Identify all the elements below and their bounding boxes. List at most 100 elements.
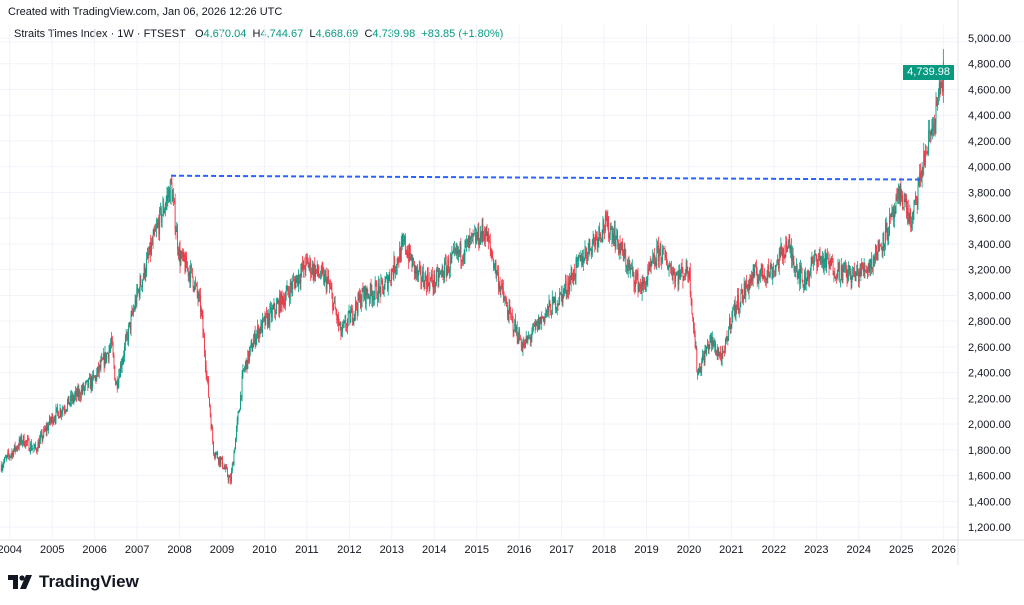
candle-body-up <box>168 189 170 197</box>
candle-body-down <box>144 265 146 278</box>
candle-body-up <box>433 274 435 289</box>
candle-body-up <box>737 295 739 307</box>
candle-body-down <box>606 218 608 227</box>
candle-body-up <box>464 240 466 256</box>
candle-body-down <box>93 373 94 376</box>
candle-body-up <box>61 412 63 415</box>
candle-body-down <box>581 253 583 266</box>
candle-body-up <box>225 466 227 470</box>
candle-body-down <box>330 287 332 290</box>
candle-body-down <box>557 304 559 305</box>
candle-body-down <box>379 287 381 296</box>
last-price-label: 4,739.98 <box>903 65 954 80</box>
candle-body-up <box>923 151 925 169</box>
candle-body-down <box>246 360 248 370</box>
candle-body-down <box>282 297 284 306</box>
candle-body-up <box>544 314 546 322</box>
candle-body-up <box>22 441 23 444</box>
candle-body-down <box>312 264 314 277</box>
candle-body-up <box>427 273 428 289</box>
candle-body-down <box>64 410 66 412</box>
candle-body-up <box>241 375 243 397</box>
candle-body-down <box>195 282 196 285</box>
candle-body-down <box>571 271 573 279</box>
candle-body-down <box>375 282 377 284</box>
candle-body-down <box>560 292 562 295</box>
candle-body-up <box>446 268 448 277</box>
candle-body-up <box>267 313 269 327</box>
candle-body-up <box>805 283 807 286</box>
change-value: +83.85 (+1.80%) <box>421 28 504 40</box>
candle-body-up <box>320 266 322 277</box>
candle-body-down <box>696 347 698 370</box>
candle-body-down <box>507 314 509 321</box>
candle-body-down <box>910 209 912 228</box>
candle-body-up <box>120 363 121 378</box>
symbol-title[interactable]: Straits Times Index · 1W · FTSEST <box>14 28 186 40</box>
candle-body-down <box>800 265 802 273</box>
candle-body-up <box>244 364 246 370</box>
candle-body-up <box>235 438 236 450</box>
candle-body-down <box>204 353 206 367</box>
candle-body-down <box>364 286 366 304</box>
candle-body-up <box>616 229 618 239</box>
candle-body-up <box>847 275 849 280</box>
candle-body-up <box>760 263 762 271</box>
candle-body-up <box>639 284 641 285</box>
candle-body-up <box>40 432 42 436</box>
candle-body-up <box>875 245 876 258</box>
candle-body-up <box>125 333 127 340</box>
candle-body-down <box>555 297 556 311</box>
candle-body-down <box>631 268 632 269</box>
time-axis[interactable]: 2004 2005 2006 2007 2008 2009 2010 2011 2012 2013… <box>0 544 956 556</box>
candle-body-up <box>612 233 614 241</box>
candle-body-up <box>74 394 76 398</box>
candle-body-up <box>766 276 768 280</box>
candle-body-down <box>274 303 276 312</box>
candle-body-up <box>500 287 502 292</box>
candle-body-up <box>270 307 272 308</box>
candle-body-up <box>487 233 489 242</box>
candle-body-up <box>807 269 809 277</box>
candle-body-up <box>567 282 569 293</box>
candle-body-down <box>572 278 574 283</box>
candle-body-down <box>345 320 347 328</box>
candle-body-up <box>289 283 291 300</box>
price-axis[interactable]: 5,000.00 4,800.00 4,600.00 4,400.00 4,200.00… <box>968 33 1011 534</box>
candle-body-up <box>484 235 486 241</box>
candle-body-up <box>441 270 443 271</box>
candle-body-down <box>392 271 394 276</box>
candle-body-up <box>907 208 908 217</box>
candle-body-down <box>876 259 878 261</box>
candle-body-down <box>454 248 456 251</box>
candle-body-down <box>591 249 592 255</box>
dashed-trendline[interactable] <box>171 174 923 181</box>
candle-body-down <box>112 345 114 355</box>
candle-body-down <box>871 259 872 270</box>
price-chart[interactable]: 5,000.00 4,800.00 4,600.00 4,400.00 4,200.00… <box>0 0 1024 565</box>
candle-body-down <box>550 305 552 315</box>
candle-body-down <box>881 247 883 251</box>
candle-body-up <box>719 351 721 354</box>
candle-body-up <box>879 246 881 251</box>
candle-body-down <box>425 274 427 279</box>
candle-body-up <box>665 256 667 258</box>
candle-body-down <box>406 252 408 257</box>
candle-body-up <box>742 296 744 303</box>
candle-body-up <box>279 294 281 314</box>
candle-body-down <box>38 442 40 448</box>
candle-body-up <box>133 309 134 313</box>
trendline-layer[interactable] <box>171 174 923 181</box>
candle-body-down <box>27 438 29 440</box>
candle-body-up <box>131 310 133 316</box>
candle-body-up <box>548 301 550 312</box>
candle-body-up <box>44 427 46 431</box>
candle-body-up <box>239 409 241 413</box>
candle-body-up <box>940 83 942 90</box>
candle-body-down <box>622 251 624 261</box>
candle-body-up <box>453 249 454 252</box>
candle-body-down <box>329 286 331 288</box>
candle-body-up <box>669 265 671 266</box>
candle-body-up <box>253 340 254 348</box>
candle-body-down <box>563 289 565 293</box>
